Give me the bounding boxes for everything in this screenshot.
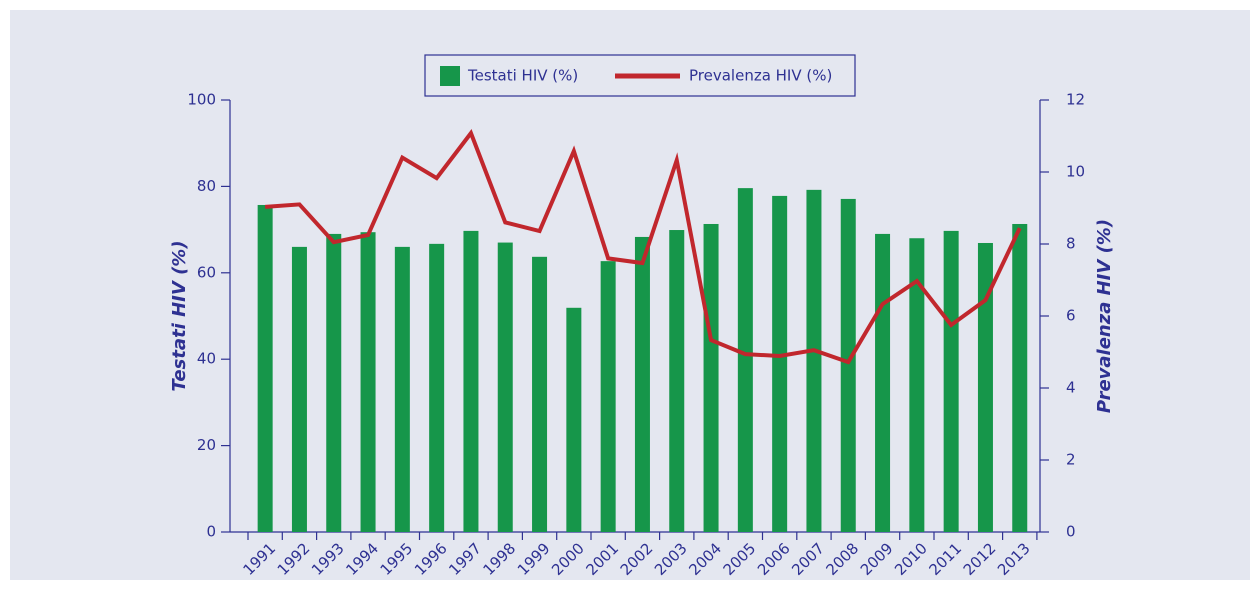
y2-tick-label: 0 [1066,523,1076,541]
line [265,129,1022,365]
bar [394,246,410,532]
y-tick-label: 80 [197,177,216,195]
bar [840,198,856,533]
y-tick-label: 60 [197,263,216,281]
y-axis-title: Testati HIV (%) [169,240,190,391]
bar [806,189,822,532]
bar [360,232,376,532]
bar [943,230,959,532]
bar [977,242,993,532]
bar [772,195,788,533]
bar [634,236,650,532]
bar [566,307,582,532]
y2-tick-label: 12 [1066,91,1085,109]
background [10,10,1250,580]
legend-swatch [440,66,460,86]
bar [600,261,616,532]
bar [703,223,719,532]
y2-axis-title: Prevalenza HIV (%) [1094,219,1115,413]
y-tick-label: 100 [187,91,216,109]
bar [257,204,273,532]
y2-tick-label: 6 [1066,307,1076,325]
y2-tick-label: 8 [1066,235,1076,253]
y2-tick-label: 4 [1066,379,1076,397]
bar [497,242,513,532]
bar [737,188,753,533]
bar [326,233,342,533]
y2-tick-label: 2 [1066,451,1076,469]
y-tick-label: 0 [206,523,216,541]
bar [1012,223,1028,532]
legend-label: Prevalenza HIV (%) [689,67,832,85]
bar [291,246,307,532]
bar [669,230,685,533]
bar [429,243,445,532]
bar [463,230,479,532]
legend-label: Testati HIV (%) [467,67,578,85]
bar [875,233,891,533]
y-tick-label: 20 [197,436,216,454]
y2-tick-label: 10 [1066,163,1085,181]
bar [532,256,548,532]
bar [909,238,925,533]
y-tick-label: 40 [197,350,216,368]
